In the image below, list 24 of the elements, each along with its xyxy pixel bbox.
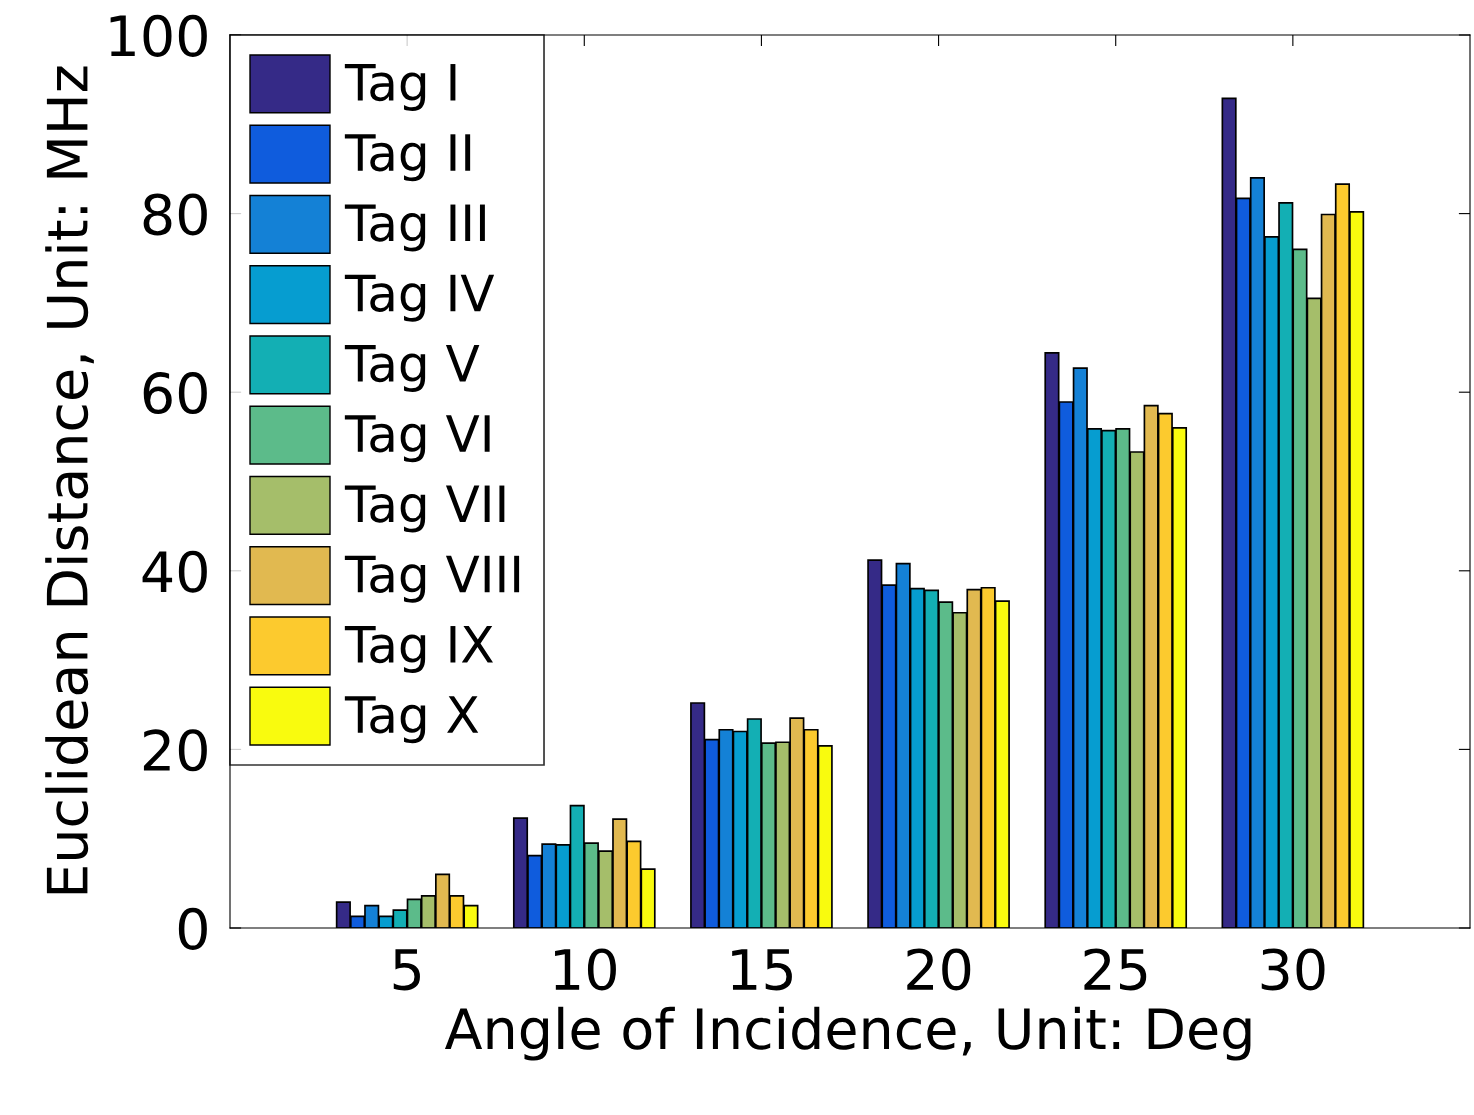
y-tick-label: 20 <box>143 729 207 772</box>
legend-label: Tag X <box>344 696 479 744</box>
legend-label: Tag II <box>344 134 471 182</box>
y-axis-title: Euclidean Distance, Unit: MHz <box>45 66 94 894</box>
x-tick-label: 10 <box>555 948 616 991</box>
legend-label: Tag IX <box>344 626 493 673</box>
y-tick-label: 0 <box>178 907 207 950</box>
y-tick-label: 60 <box>143 372 207 415</box>
y-tick-label: 80 <box>143 193 207 236</box>
legend-label: Tag VII <box>344 485 505 533</box>
legend-label: Tag V <box>344 345 480 392</box>
legend-label: Tag III <box>344 204 485 252</box>
legend-label: Tag VI <box>344 415 490 463</box>
legend-label: Tag IV <box>344 274 495 322</box>
x-tick-label: 20 <box>907 948 971 991</box>
x-tick-label: 25 <box>1084 948 1147 991</box>
x-tick-label: 5 <box>393 949 420 991</box>
y-tick-label: 100 <box>110 14 207 57</box>
legend-label: Tag VIII <box>344 555 520 603</box>
x-tick-label: 15 <box>732 949 792 991</box>
x-axis-title: Angle of Incidence, Unit: Deg <box>444 1006 1251 1061</box>
y-tick-label: 40 <box>142 550 207 593</box>
legend-label: Tag I <box>344 64 456 111</box>
x-tick-label: 30 <box>1261 948 1325 991</box>
